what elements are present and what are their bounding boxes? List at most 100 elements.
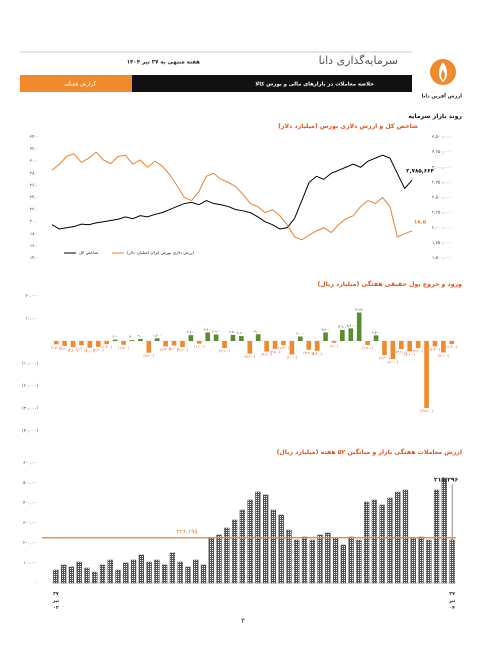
y-tick-label: ۵۰۰,۰۰۰ (23, 480, 38, 485)
line (51, 154, 413, 230)
bar (130, 559, 137, 584)
value-label: (۲,۴۰۰) (160, 347, 171, 351)
value-label: (۵,۶۰۰) (244, 355, 255, 359)
bar (323, 332, 328, 341)
bar (402, 489, 409, 584)
bar (154, 338, 160, 341)
value-label: ۴,۹۰۰ (338, 325, 346, 329)
bar (314, 341, 320, 351)
bar (216, 534, 222, 584)
bar (247, 341, 253, 354)
y-tick-label: ۲۸.۰ (30, 170, 38, 175)
y-tick-label: ۰ (36, 580, 38, 585)
bar (162, 564, 168, 584)
bar (53, 569, 59, 584)
y-tick-label: ۲,۲۵۰,۰۰۰ (432, 210, 450, 215)
y-tick-label: ۳,۵۰۰,۰۰۰ (432, 134, 450, 139)
bar (180, 341, 185, 348)
value-label: (۱,۸۰۰) (278, 346, 289, 350)
y-tick-label: ۱۴.۰ (30, 255, 38, 260)
logo (430, 59, 456, 85)
value-label: (۸۰۰) (330, 344, 338, 348)
value-label: ۲۱۵,۲۹۶ (434, 477, 459, 484)
y-tick-label: ۱۰,۰۰۰ (25, 316, 38, 321)
bar (441, 341, 446, 353)
bar (205, 332, 211, 341)
bar (154, 559, 160, 584)
report-type: گزارش هفتگی (64, 81, 97, 88)
y-tick-label: ۱,۵۰۰,۰۰۰ (432, 255, 450, 260)
value-label: ۲,۷۸۵,۶۶۴ (406, 169, 434, 175)
value-label: ۶۰۰ (112, 335, 118, 339)
logo-text: ارزش آفرین دانا (422, 92, 463, 100)
y-tick-label: ۲۰۰,۰۰۰ (23, 540, 38, 545)
bar (239, 336, 244, 341)
bar (340, 544, 346, 584)
bar (264, 341, 269, 352)
legend-label: ارزش دلاری بورس ایران (میلیارد دلار) (127, 250, 194, 255)
value-label: ۱۲,۶۵۰ (354, 308, 364, 312)
bar (163, 341, 168, 347)
report-tab (20, 75, 132, 92)
y-tick-label: (۲۰,۰۰۰) (22, 383, 38, 388)
value-label: (۱,۵۰۰) (51, 345, 62, 349)
bar (169, 552, 176, 584)
value-label: ۲,۲۰۰ (237, 331, 245, 335)
bar (415, 341, 421, 349)
bar (297, 336, 303, 341)
bar (193, 559, 199, 584)
bar (92, 571, 98, 584)
page-number: ۲ (241, 617, 245, 625)
bar (230, 334, 236, 341)
bar (129, 340, 135, 341)
bar (306, 341, 312, 350)
report-date: هفته منتهی به ۲۷ تیر ۱۴۰۴ (127, 60, 200, 66)
bar (146, 341, 152, 353)
value-label: (۴,۷۰۰) (261, 353, 272, 357)
value-label: (۱,۸۰۰) (362, 346, 373, 350)
bar (104, 341, 110, 345)
value-label: (۲,۲۰۰) (59, 347, 70, 351)
value-label: (۳,۰۰۰) (85, 349, 96, 353)
y-tick-label: ۳۰۰,۰۰۰ (23, 520, 38, 525)
bar (138, 338, 143, 341)
value-label: ۳,۸۰۰ (204, 327, 212, 331)
subtitle: خلاصه معاملات در بازارهای مالی و بورس کا… (255, 81, 374, 88)
y-tick-label: (۱۰,۰۰۰) (22, 361, 38, 366)
bar (213, 334, 219, 341)
bar (62, 341, 67, 346)
bar (200, 564, 207, 584)
y-tick-label: ۲,۵۰۰,۰۰۰ (432, 195, 450, 200)
bar (272, 341, 278, 349)
bar (365, 341, 370, 346)
y-tick-label: ۳۰.۰ (30, 158, 38, 163)
bar (331, 341, 337, 343)
bar (441, 477, 447, 584)
bar (301, 536, 308, 584)
bar (364, 501, 370, 584)
bar (325, 532, 331, 584)
bar (398, 341, 404, 350)
logo-flame-core (441, 70, 445, 80)
bar (340, 329, 345, 341)
bar (247, 499, 253, 584)
bar (79, 341, 84, 346)
bar (188, 335, 194, 341)
company-name: سرمایه‌گذاری دانا (319, 54, 398, 67)
bar (70, 341, 76, 348)
value-label: (۱,۹۰۰) (76, 346, 87, 350)
value-label: (۲,۴۰۰) (430, 347, 441, 351)
bar (289, 341, 295, 355)
value-label: (۲,۶۰۰) (93, 348, 104, 352)
bar (379, 504, 385, 584)
bar (123, 562, 129, 584)
x-tick-label: ۲۷ تیر ۰۴ (448, 591, 456, 611)
bar (294, 539, 300, 584)
bar (185, 566, 191, 584)
bar (424, 341, 429, 409)
y-tick-label: ۳۴.۰ (30, 134, 38, 139)
y-tick-label: ۲۴.۰ (30, 195, 38, 200)
y-tick-label: ۲۰,۰۰۰ (25, 293, 38, 298)
value-label: (۱,۲۰۰) (194, 345, 205, 349)
y-tick-label: (۳۰,۰۰۰) (22, 406, 38, 411)
